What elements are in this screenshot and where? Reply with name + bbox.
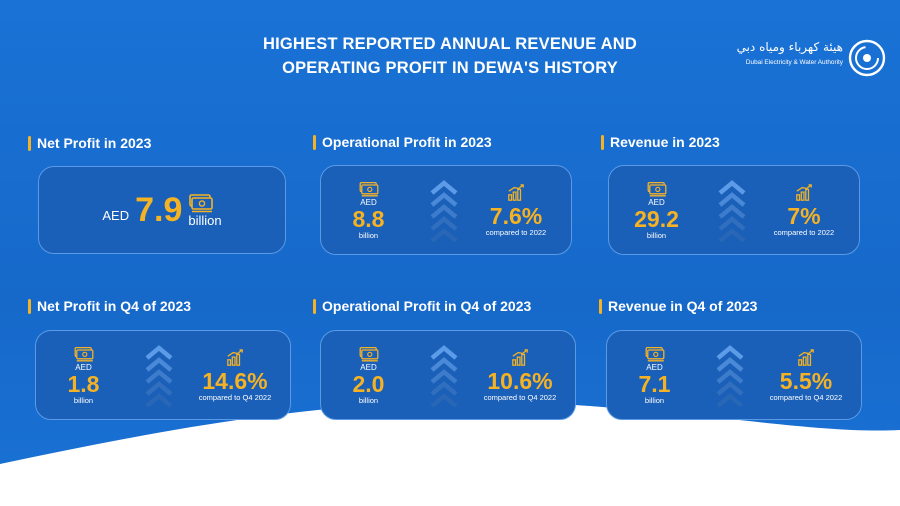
growth-column: 10.6% compared to Q4 2022 [465,331,575,419]
growth-percent: 7.6% [489,202,543,229]
section-heading: Operational Profit in Q4 of 2023 [322,298,532,314]
value-column: AED 2.0 billion [321,331,416,419]
logo-arabic-text: هيئة كهرباء ومياه دبي [736,40,843,54]
accent-bar [28,298,31,314]
compare-label: compared to Q4 2022 [198,392,272,402]
value-column: AED 29.2 billion [609,166,704,254]
chevron-up-icon [430,180,458,242]
chevron-up-icon [718,180,746,242]
bottom-wave [0,401,900,506]
compare-label: compared to 2022 [773,227,835,237]
unit-label: billion [358,230,379,240]
compare-label: compared to Q4 2022 [769,392,843,402]
growth-percent: 10.6% [487,367,553,394]
metric-value: 7.1 [638,370,671,397]
page-title-line-2: OPERATING PROFIT IN DEWA'S HISTORY [282,59,618,77]
metric-value: 2.0 [352,370,385,397]
growth-column: 7.6% compared to 2022 [461,166,571,254]
value-column: AED 1.8 billion [36,331,131,419]
chevron-up-icon [716,345,744,407]
section-op-profit-q4: Operational Profit in Q4 of 2023 [313,296,531,316]
currency-label: AED [102,207,130,223]
currency-label: AED [360,197,377,207]
section-revenue-q4: Revenue in Q4 of 2023 [599,296,757,316]
dewa-logo: هيئة كهرباء ومياه دبي Dubai Electricity … [705,38,886,80]
growth-percent: 5.5% [779,367,833,394]
growth-chart-icon [227,348,243,366]
money-stack-icon [189,193,214,212]
unit-label: billion [646,230,667,240]
section-heading: Revenue in 2023 [610,134,720,150]
accent-bar [601,134,604,150]
money-stack-icon [645,346,664,361]
growth-column: 5.5% compared to Q4 2022 [751,331,861,419]
value-column: AED 8.8 billion [321,166,416,254]
metric-value: 29.2 [634,205,679,232]
growth-column: 7% compared to 2022 [749,166,859,254]
unit-label: billion [358,395,379,405]
logo-english-text: Dubai Electricity & Water Authority [745,59,843,66]
unit-label: billion [73,395,94,405]
card-net-profit-2023: AED 7.9 billion [38,166,286,254]
section-heading: Operational Profit in 2023 [322,134,492,150]
unit-stack: billion [188,193,222,228]
compare-label: compared to Q4 2022 [483,392,557,402]
currency-label: AED [360,362,377,372]
accent-bar [313,298,316,314]
unit-label: billion [644,395,665,405]
section-net-profit-2023: Net Profit in 2023 [28,133,151,153]
metric-value: 8.8 [352,205,385,232]
growth-chart-icon [796,183,812,201]
card-op-profit-2023: AED 8.8 billion 7.6% compared to 2022 [320,165,572,255]
accent-bar [313,134,316,150]
growth-chart-icon [512,348,528,366]
page-title-line-1: HIGHEST REPORTED ANNUAL REVENUE AND [262,35,637,53]
dewa-logo-icon [848,39,886,77]
metric-value: 1.8 [67,370,100,397]
currency-label: AED [646,362,663,372]
accent-bar [28,135,31,151]
section-revenue-2023: Revenue in 2023 [601,132,720,152]
currency-label: AED [75,362,92,372]
growth-percent: 7% [787,202,821,229]
card-net-profit-q4: AED 1.8 billion 14.6% compared to Q4 202… [35,330,291,420]
card-revenue-q4: AED 7.1 billion 5.5% compared to Q4 2022 [606,330,862,420]
chevron-up-icon [145,345,173,407]
money-stack-icon [647,181,666,196]
growth-column: 14.6% compared to Q4 2022 [180,331,290,419]
growth-chart-icon [508,183,524,201]
section-op-profit-2023: Operational Profit in 2023 [313,132,492,152]
card-op-profit-q4: AED 2.0 billion 10.6% compared to Q4 202… [320,330,576,420]
growth-percent: 14.6% [202,367,268,394]
money-stack-icon [359,181,378,196]
section-net-profit-q4: Net Profit in Q4 of 2023 [28,296,191,316]
metric-value: 7.9 [135,190,183,229]
money-stack-icon [74,346,93,361]
section-heading: Net Profit in Q4 of 2023 [37,298,192,314]
accent-bar [599,298,602,314]
money-stack-icon [359,346,378,361]
card-revenue-2023: AED 29.2 billion 7% compared to 2022 [608,165,860,255]
chevron-up-icon [430,345,458,407]
growth-chart-icon [798,348,814,366]
compare-label: compared to 2022 [485,227,547,237]
section-heading: Net Profit in 2023 [37,135,152,151]
page-title: HIGHEST REPORTED ANNUAL REVENUE AND OPER… [190,32,710,80]
currency-label: AED [648,197,665,207]
value-column: AED 7.1 billion [607,331,702,419]
section-heading: Revenue in Q4 of 2023 [608,298,758,314]
unit-label: billion [188,212,222,228]
